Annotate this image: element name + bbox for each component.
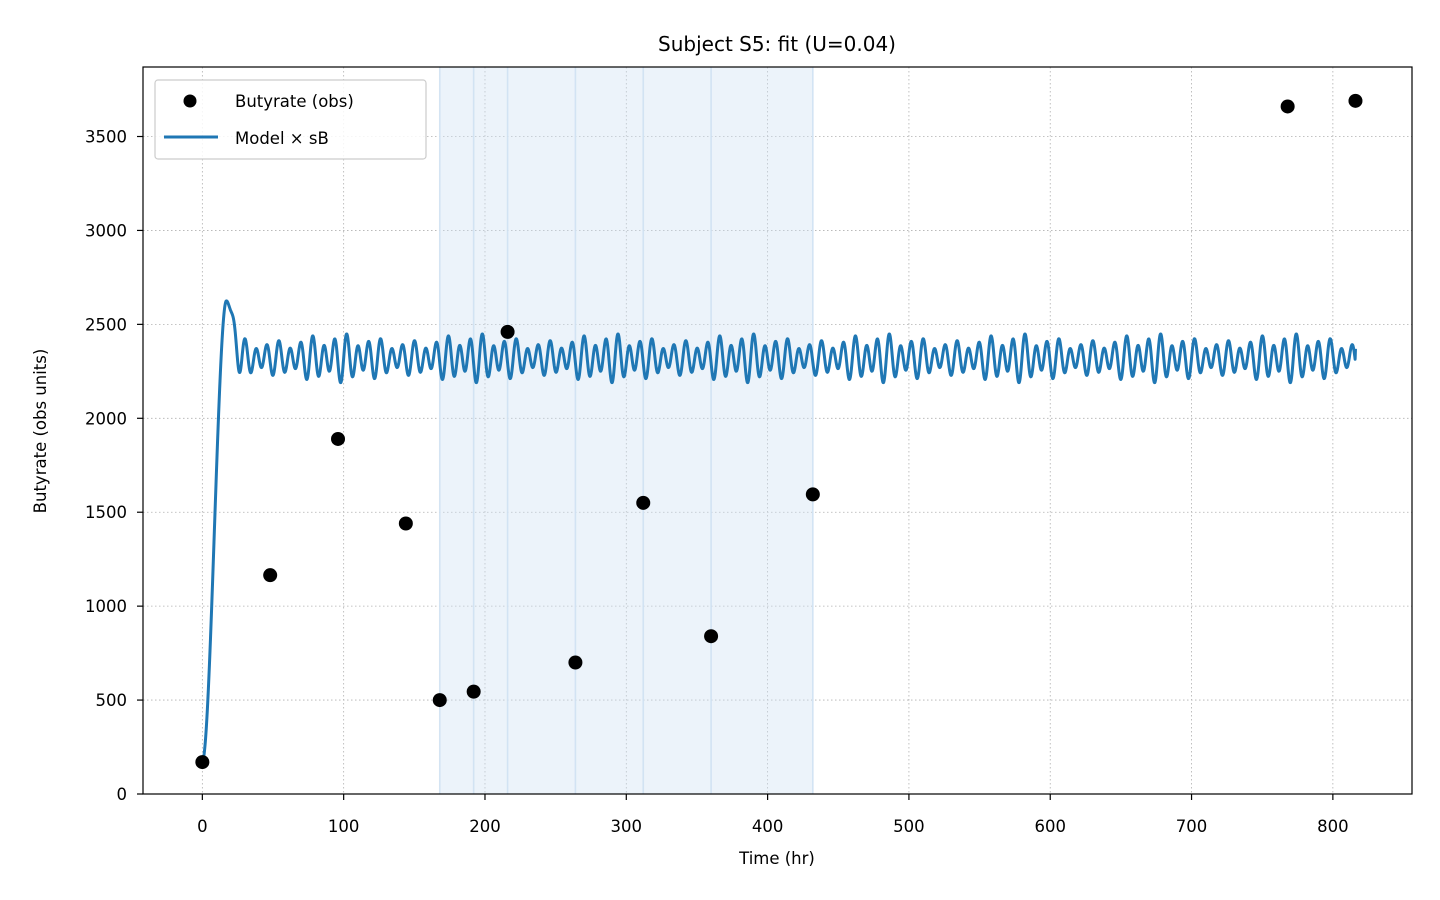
y-axis-ticks: 0 500 1000 1500 2000 2500 3000 3500 <box>85 128 143 804</box>
observation-point <box>805 487 820 502</box>
observation-point <box>500 324 515 339</box>
observation-point <box>195 755 210 770</box>
observation-series <box>195 93 1363 770</box>
x-axis-label: Time (hr) <box>738 849 815 868</box>
y-axis-label: Butyrate (obs units) <box>31 349 50 514</box>
legend-marker-observations <box>183 94 197 108</box>
x-tick-label: 500 <box>893 817 925 836</box>
y-tick-label: 2000 <box>85 409 127 428</box>
observation-point <box>704 629 719 644</box>
observation-point <box>1280 99 1295 114</box>
x-tick-label: 700 <box>1176 817 1208 836</box>
y-tick-label: 3500 <box>85 128 127 147</box>
legend: Butyrate (obs) Model × sB <box>154 79 427 160</box>
y-tick-label: 0 <box>117 785 128 804</box>
x-tick-label: 400 <box>752 817 784 836</box>
legend-label-observations: Butyrate (obs) <box>235 92 354 111</box>
y-tick-label: 1000 <box>85 597 127 616</box>
observation-point <box>432 693 447 708</box>
x-tick-label: 600 <box>1034 817 1066 836</box>
intervention-shading <box>438 67 814 794</box>
x-tick-label: 100 <box>328 817 360 836</box>
shaded-interval <box>439 67 813 794</box>
observation-point <box>568 655 583 670</box>
observation-point <box>331 431 346 446</box>
plot-frame <box>142 66 1413 795</box>
legend-box <box>154 79 427 160</box>
observation-point <box>466 684 481 699</box>
x-tick-label: 800 <box>1317 817 1349 836</box>
observation-point <box>1348 93 1363 108</box>
x-tick-label: 200 <box>469 817 501 836</box>
x-tick-label: 0 <box>197 817 208 836</box>
observation-point <box>263 568 278 583</box>
y-tick-label: 1500 <box>85 503 127 522</box>
x-tick-label: 300 <box>611 817 643 836</box>
model-line <box>201 299 1357 763</box>
x-axis-ticks: 0 100 200 300 400 500 600 700 800 <box>197 794 1349 836</box>
observation-point <box>636 495 651 510</box>
observation-point <box>398 516 413 531</box>
y-tick-label: 3000 <box>85 221 127 240</box>
y-tick-label: 500 <box>96 691 128 710</box>
y-tick-label: 2500 <box>85 315 127 334</box>
chart-title: Subject S5: fit (U=0.04) <box>658 32 896 56</box>
legend-label-model: Model × sB <box>235 129 329 148</box>
model-series <box>201 299 1357 763</box>
